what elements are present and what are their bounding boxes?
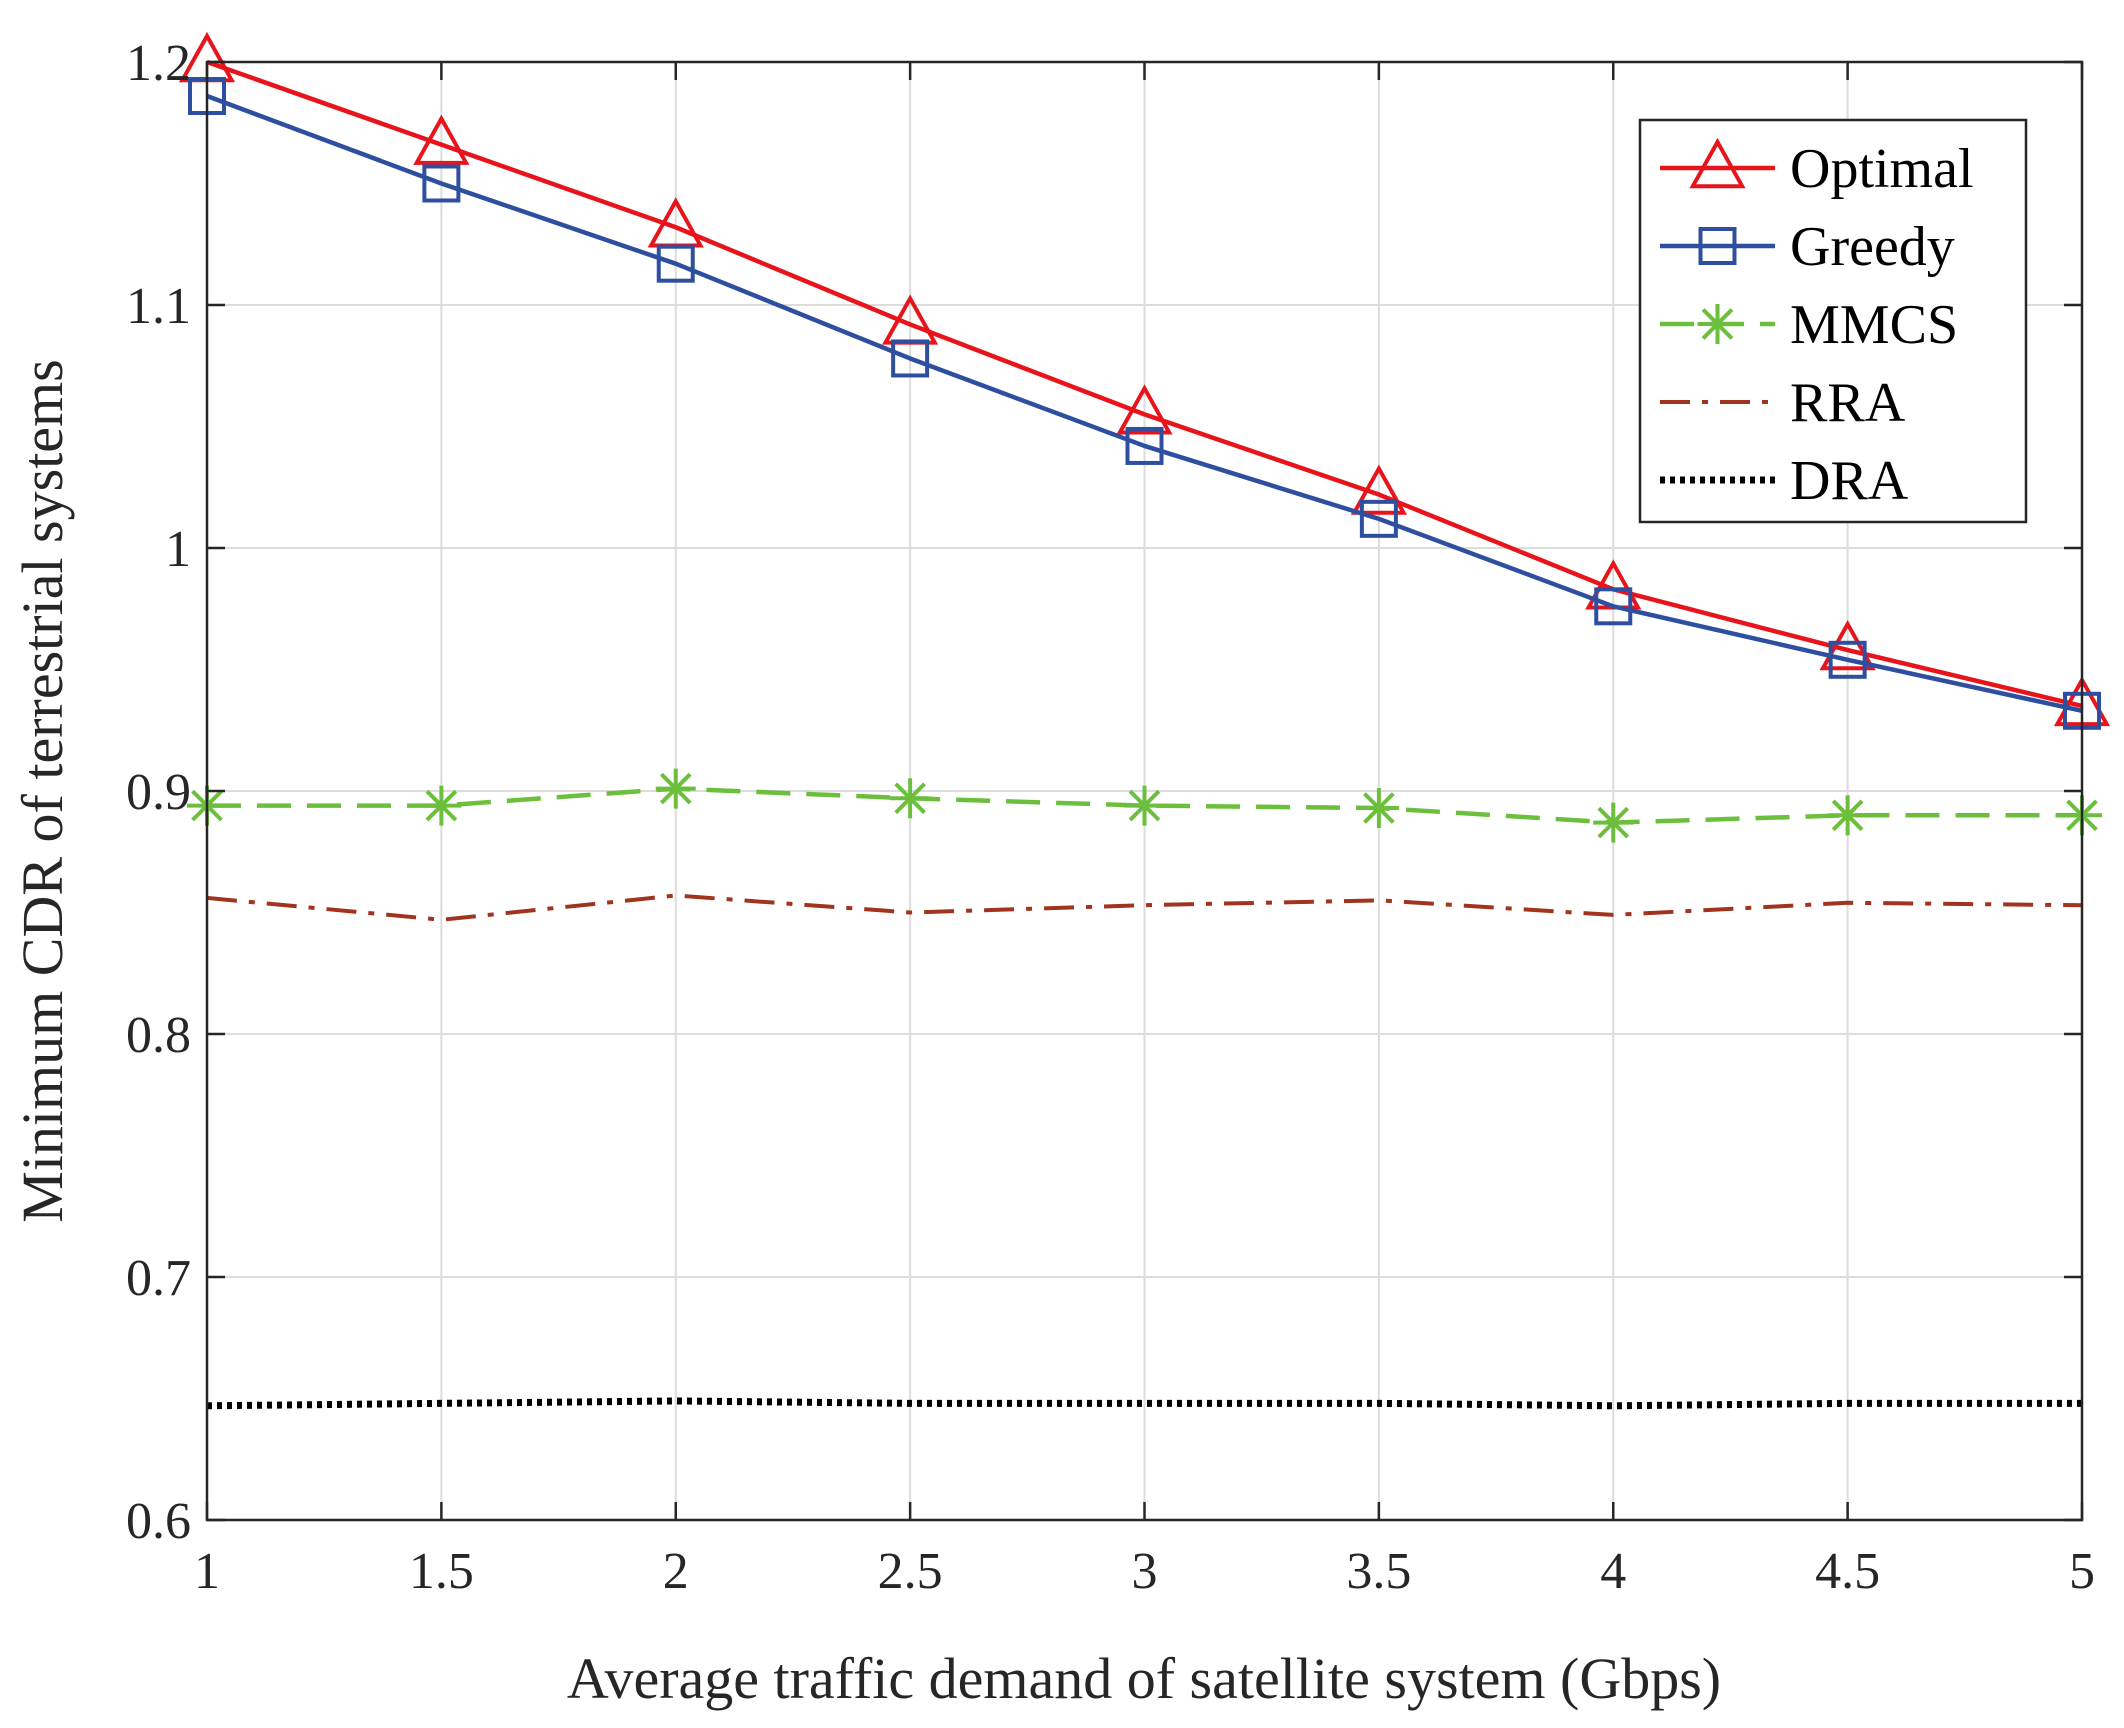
legend-item-optimal: Optimal — [1660, 137, 1974, 200]
series-dra — [206, 1397, 2082, 1410]
series-line-dra — [206, 1397, 2082, 1410]
legend-label: Optimal — [1790, 138, 1974, 200]
legend-item-mmcs: MMCS — [1660, 294, 1958, 356]
x-tick-label: 1.5 — [409, 1543, 474, 1600]
data-point-greedy — [1359, 499, 1398, 538]
x-tick-label: 3 — [1132, 1543, 1158, 1600]
legend-label: RRA — [1790, 372, 1906, 434]
series-layer — [178, 31, 2111, 1410]
data-point-greedy — [422, 164, 461, 203]
y-tick-label: 0.6 — [126, 1493, 191, 1550]
y-tick-label: 0.8 — [126, 1007, 191, 1064]
legend-item-dra: DRA — [1660, 450, 1909, 512]
ticks — [205, 60, 2084, 1522]
data-point-optimal — [1350, 464, 1407, 515]
tick-labels: 1 1.5 2 2.5 3 3.5 4 4.5 5 0.6 0.7 0.8 0.9 1 1.1 1.2 — [126, 35, 2095, 1600]
data-point-optimal — [1819, 619, 1876, 671]
legend-marker — [1698, 227, 1737, 265]
series-line-rra — [206, 893, 2083, 922]
y-tick-label: 1 — [165, 521, 191, 578]
x-tick-label: 3.5 — [1346, 1543, 1411, 1600]
data-point-mmcs — [1124, 785, 1165, 826]
series-line-optimal — [206, 59, 2083, 709]
data-point-greedy — [1594, 587, 1633, 626]
series-optimal — [178, 31, 2111, 727]
legend-label: MMCS — [1790, 294, 1958, 356]
legend-item-greedy: Greedy — [1660, 216, 1955, 278]
y-tick-label: 1.2 — [126, 35, 191, 92]
data-point-mmcs — [1827, 795, 1868, 836]
y-tick-label: 0.7 — [126, 1250, 191, 1307]
x-tick-label: 2.5 — [878, 1543, 943, 1600]
data-point-greedy — [891, 339, 930, 378]
x-tick-label: 4 — [1600, 1543, 1626, 1600]
legend-items: Optimal Greedy MMCS RRA DRA — [1660, 137, 1974, 512]
data-point-mmcs — [655, 768, 696, 809]
data-point-mmcs — [890, 778, 931, 819]
legend-item-rra: RRA — [1660, 372, 1906, 434]
series-mmcs — [187, 768, 2102, 843]
x-tick-label: 5 — [2069, 1543, 2095, 1600]
y-axis-title: Minimum CDR of terrestrial systems — [10, 359, 75, 1223]
legend-marker — [1697, 304, 1738, 344]
y-tick-label: 0.9 — [126, 764, 191, 821]
legend-label: Greedy — [1790, 216, 1955, 278]
series-line-greedy — [206, 93, 2083, 714]
x-axis-title: Average traffic demand of satellite syst… — [567, 1646, 1721, 1711]
y-tick-label: 1.1 — [126, 278, 191, 335]
legend-marker — [1689, 137, 1746, 189]
data-point-greedy — [656, 244, 695, 283]
data-point-greedy — [1125, 426, 1164, 465]
data-point-mmcs — [421, 785, 462, 826]
x-tick-label: 2 — [663, 1543, 689, 1600]
data-point-mmcs — [1593, 802, 1634, 843]
data-point-greedy — [1828, 640, 1867, 679]
series-rra — [206, 893, 2083, 922]
x-tick-label: 1 — [194, 1543, 220, 1600]
series-line-mmcs — [207, 786, 2082, 825]
data-point-mmcs — [1358, 788, 1399, 829]
x-tick-label: 4.5 — [1815, 1543, 1880, 1600]
legend: Optimal Greedy MMCS RRA DRA — [1638, 118, 2028, 524]
data-point-optimal — [413, 114, 470, 165]
data-point-optimal — [1116, 384, 1173, 435]
legend-label: DRA — [1790, 450, 1909, 512]
